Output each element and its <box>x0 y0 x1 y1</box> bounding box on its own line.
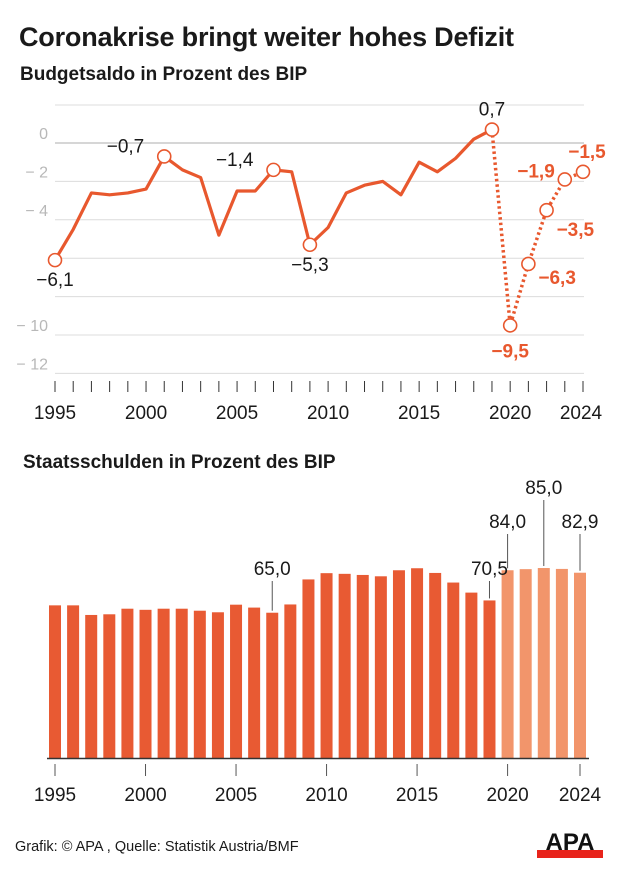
bar <box>483 600 496 758</box>
x-tick-label: 2020 <box>489 403 531 424</box>
data-label: −1,4 <box>216 150 254 171</box>
bar <box>465 592 478 758</box>
bar-forecast <box>574 572 586 758</box>
x-tick-label: 2024 <box>559 785 602 806</box>
bar <box>211 612 224 758</box>
data-label: −0,7 <box>107 136 145 157</box>
apa-logo: APA <box>537 829 603 858</box>
data-label: 82,9 <box>562 512 599 533</box>
data-label: 65,0 <box>254 559 291 580</box>
bar <box>85 614 98 758</box>
data-label: −6,1 <box>36 270 74 291</box>
data-label: 0,7 <box>479 100 505 121</box>
data-point-marker <box>539 202 554 218</box>
bar-forecast <box>537 568 550 758</box>
x-tick-label: 1995 <box>34 403 76 424</box>
bar-chart-title: Staatsschulden in Prozent des BIP <box>23 452 336 473</box>
line-chart-title: Budgetsaldo in Prozent des BIP <box>20 64 308 85</box>
data-label: 85,0 <box>525 478 562 499</box>
x-tick-label: 2024 <box>560 403 603 424</box>
bar <box>338 573 351 758</box>
bar <box>175 608 188 758</box>
bar-forecast <box>519 569 532 758</box>
x-tick-label: 2005 <box>216 403 258 424</box>
budget-balance-line-chart: 0 − 2 − 4 − 10 − 12 1995 2000 2005 2010 2015 2020 2… <box>16 100 606 424</box>
data-point-marker <box>302 237 318 253</box>
data-point-marker <box>484 122 500 137</box>
bar <box>374 576 387 758</box>
data-point-marker <box>575 164 591 180</box>
apa-logo-bar <box>537 850 603 858</box>
bar <box>411 568 424 758</box>
bar-forecast <box>555 568 568 758</box>
data-point-marker <box>521 256 536 272</box>
bar <box>230 604 243 758</box>
bar <box>49 605 61 758</box>
data-point-marker <box>557 172 573 187</box>
source-credit: Grafik: © APA , Quelle: Statistik Austri… <box>15 839 299 855</box>
data-label: −1,9 <box>517 161 555 182</box>
chart-title: Coronakrise bringt weiter hohes Defizit <box>19 22 514 52</box>
y-tick-label: 0 <box>39 126 48 143</box>
x-tick-label: 2010 <box>305 785 347 806</box>
bar <box>67 605 80 758</box>
y-tick-label: − 10 <box>16 318 48 335</box>
data-label: −9,5 <box>491 341 529 362</box>
bar <box>429 572 442 758</box>
bar <box>248 607 261 758</box>
x-tick-label: 2015 <box>398 403 440 424</box>
x-tick-label: 1995 <box>34 785 76 806</box>
data-point-marker <box>266 162 281 178</box>
bar <box>193 610 206 758</box>
bar <box>284 604 297 758</box>
x-tick-label: 2015 <box>396 785 438 806</box>
data-label: 70,5 <box>471 559 508 580</box>
data-label: −1,5 <box>568 142 606 163</box>
data-point-marker <box>156 149 172 164</box>
bar <box>356 574 369 758</box>
x-tick-label: 2005 <box>215 785 257 806</box>
data-label: −5,3 <box>291 255 329 276</box>
bar <box>139 609 152 758</box>
data-label: 84,0 <box>489 512 526 533</box>
data-point-marker <box>502 318 518 333</box>
bar <box>103 614 116 758</box>
y-tick-label: − 12 <box>16 356 48 373</box>
x-tick-label: 2000 <box>124 785 166 806</box>
data-point-marker <box>47 252 63 268</box>
x-tick-label: 2010 <box>307 403 349 424</box>
bar <box>447 582 460 758</box>
bar <box>121 608 134 758</box>
x-tick-label: 2000 <box>125 403 167 424</box>
x-tick-label: 2020 <box>486 785 528 806</box>
bar <box>266 612 279 758</box>
bar <box>157 608 170 758</box>
data-label: −6,3 <box>538 268 576 289</box>
bar <box>392 570 405 758</box>
y-tick-label: − 4 <box>25 203 48 220</box>
data-label: −3,5 <box>557 220 595 241</box>
y-tick-label: − 2 <box>25 164 48 181</box>
bar <box>302 579 315 758</box>
bar-forecast <box>501 570 514 758</box>
bar <box>320 573 333 758</box>
